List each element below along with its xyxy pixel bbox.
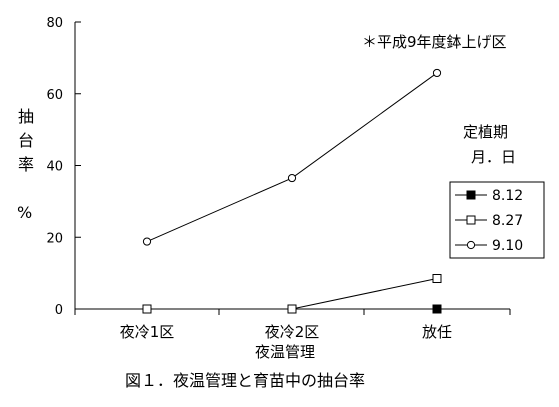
category-label: 放任 [422,323,452,341]
y-tick-label: 80 [46,16,63,31]
data-point [287,173,297,183]
legend-marker [466,190,476,200]
series-markers-8.27 [142,274,442,314]
y-axis-label-char: 台 [18,131,34,150]
legend-label: 8.12 [492,188,523,204]
legend-title-line1: 定植期 [463,123,508,141]
series-line [146,72,438,243]
y-axis-unit: % [17,203,32,222]
chart-subtitle: ＊平成9年度鉢上げ区 [362,33,507,51]
legend: 8.12 8.27 9.10 [449,181,545,259]
y-ticks [75,21,81,310]
x-ticks [74,309,511,315]
y-tick-label: 20 [46,231,63,246]
y-axis-label-char: 抽 [18,107,34,126]
legend-marker [466,240,476,250]
y-tick-label: 40 [46,160,63,175]
legend-marker [466,215,476,225]
legend-label: 9.10 [492,238,523,254]
data-point [432,68,442,78]
series-9.10 [146,72,438,243]
data-point [287,304,297,314]
series-layer [142,68,442,314]
y-axis-label-char: 率 [18,155,34,174]
y-axis-label: 抽台率 [18,107,34,174]
legend-items: 8.12 8.27 9.10 [455,188,523,254]
x-axis-label: 夜温管理 [255,343,315,361]
plot-area: 0 20 40 60 80 夜冷1区 夜冷2区 放任 [46,16,511,341]
y-tick-label: 60 [46,88,63,103]
legend-label: 8.27 [492,213,523,229]
legend-title-line2: 月．日 [471,148,516,166]
category-labels: 夜冷1区 夜冷2区 放任 [120,323,452,341]
category-label: 夜冷1区 [120,323,175,341]
data-point [432,304,442,314]
data-point [142,237,152,246]
legend-item: 9.10 [455,238,523,254]
series-markers-9.10 [142,68,442,246]
chart-title: 図１．夜温管理と育苗中の抽台率 [125,371,365,390]
legend-item: 8.12 [455,188,523,204]
category-label: 夜冷2区 [265,323,320,341]
data-point [432,274,442,284]
series-line [147,278,438,310]
data-point [142,304,152,314]
legend-item: 8.27 [455,213,523,229]
series-8.27 [147,278,438,310]
y-tick-labels: 0 20 40 60 80 [46,16,63,318]
y-tick-label: 0 [55,303,63,318]
